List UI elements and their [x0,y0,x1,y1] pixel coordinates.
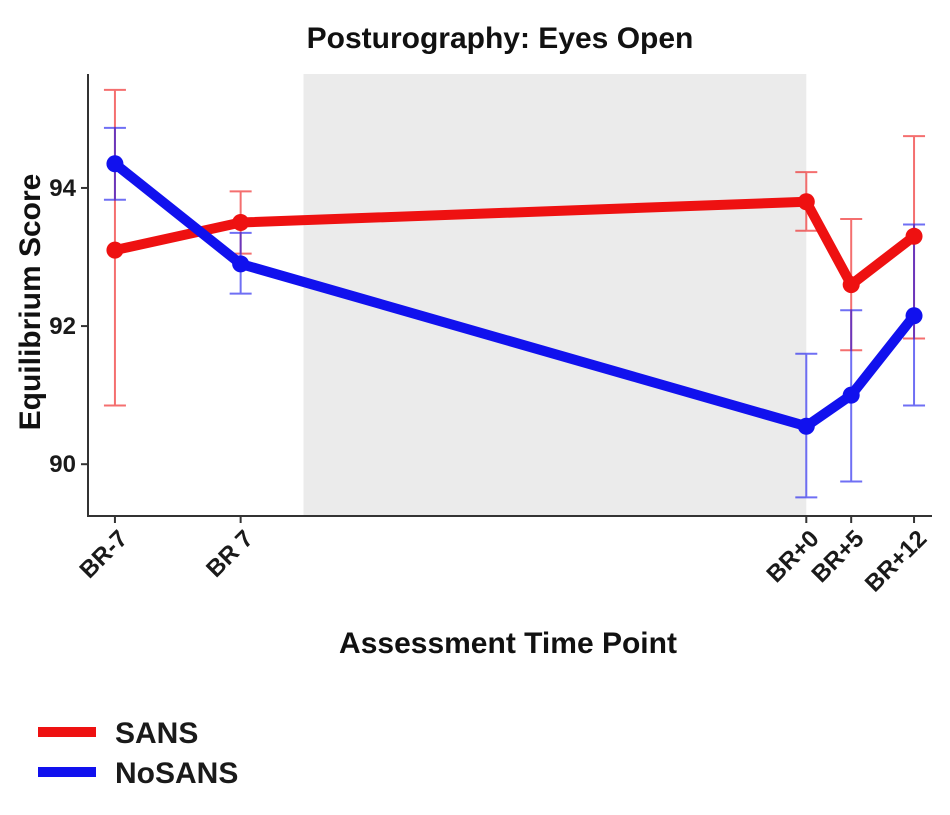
data-point-sans [797,193,815,211]
x-tick-label: BR+12 [860,525,932,597]
y-axis-ticks: 90 92 94 [49,175,88,478]
y-tick-label: 94 [49,175,76,202]
data-point-sans [905,227,923,245]
x-axis-ticks: BR-7 BR 7 BR+0BR+5BR+12 [74,516,932,598]
data-point-sans [842,276,860,294]
y-tick-label: 92 [49,313,76,340]
chart-title: Posturography: Eyes Open [307,22,694,55]
data-point-nosans [232,255,250,273]
data-point-sans [232,213,250,231]
data-point-nosans [797,417,815,435]
legend-label-nosans: NoSANS [115,757,238,790]
legend-label-sans: SANS [115,717,198,750]
x-axis-title: Assessment Time Point [339,627,677,660]
y-axis-title: Equilibrium Score [14,174,47,431]
data-point-nosans [905,307,923,325]
x-tick-label: BR 7 [201,525,259,583]
legend: SANS NoSANS [38,717,238,790]
data-point-sans [106,241,124,259]
data-point-nosans [106,155,124,173]
x-tick-label: BR-7 [74,525,133,584]
data-point-nosans [842,386,860,404]
series-points [106,155,923,435]
axes [87,74,932,517]
y-tick-label: 90 [49,451,76,478]
bed-rest-shaded-region [303,74,807,516]
